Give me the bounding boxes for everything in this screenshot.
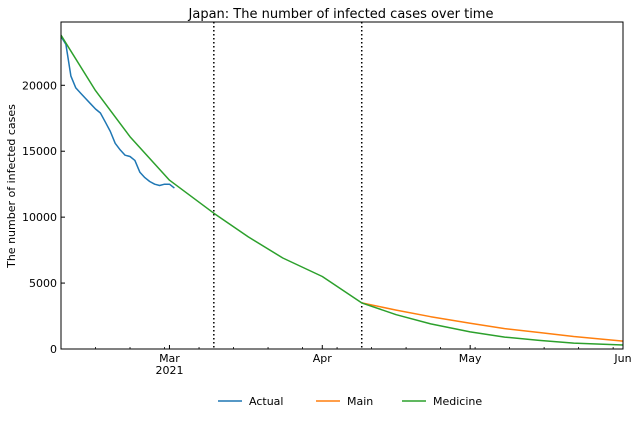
legend-label-main: Main xyxy=(347,395,373,408)
plot-content xyxy=(60,22,624,349)
legend-label-medicine: Medicine xyxy=(433,395,482,408)
x-tick-label: May xyxy=(459,352,482,365)
series-line-main xyxy=(361,302,624,342)
y-tick-label: 0 xyxy=(50,343,57,356)
series-line-medicine xyxy=(60,34,624,346)
chart-title: Japan: The number of infected cases over… xyxy=(188,7,494,22)
x-tick-label: Mar xyxy=(159,352,180,365)
legend-label-actual: Actual xyxy=(249,395,283,408)
y-tick-label: 20000 xyxy=(22,79,57,92)
x-tick-sublabel: 2021 xyxy=(155,364,183,377)
legend: Actual Main Medicine xyxy=(218,395,482,408)
y-tick-label: 5000 xyxy=(29,277,57,290)
y-tick-label: 15000 xyxy=(22,145,57,158)
series-line-actual xyxy=(60,36,175,189)
y-tick-label: 10000 xyxy=(22,211,57,224)
y-axis-label: The number of infected cases xyxy=(5,104,18,269)
x-tick-label: Apr xyxy=(313,352,333,365)
plot-frame xyxy=(60,21,624,350)
x-tick-label: Jun xyxy=(613,352,631,365)
